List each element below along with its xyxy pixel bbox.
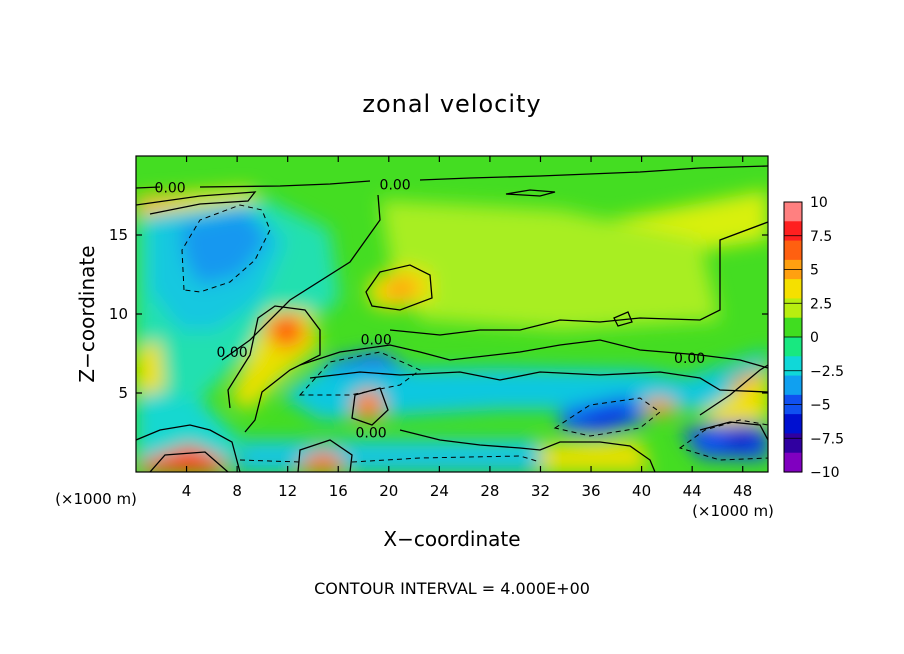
yellow-blob-left-edge [136,340,165,395]
x-axis-unit-left: (×1000 m) [55,490,137,508]
neg-contour-upper-left [181,204,271,293]
x-tick-label: 16 [329,482,348,500]
contour-lines [136,165,768,472]
zero-contour-upper-left [136,191,257,215]
colorbar-tick-label: −7.5 [810,431,844,447]
colorbar: 10 7.5 5 2.5 0 −2.5 −5 −7.5 −10 [783,195,844,481]
colorbar-tick-label: −10 [810,465,840,481]
neg-contour-right [553,397,661,437]
colorbar-segment [784,414,802,435]
x-tick-label: 40 [632,482,651,500]
velocity-field [136,188,768,472]
colorbar-segment [784,375,802,396]
y-tick-label: 5 [118,384,128,402]
y-tick-label: 10 [109,305,128,323]
colorbar-segment [784,221,802,242]
colorbar-tick-label: 0 [810,330,819,346]
colorbar-tick-label: 7.5 [810,229,832,245]
colorbar-segment [784,433,802,454]
contour-label: 0.00 [356,426,387,442]
orange-blob-41km [645,398,678,416]
plot-area: 0.00 0.00 0.00 0.00 0.00 0.00 [136,156,768,472]
contour-label: 0.00 [380,177,411,193]
zero-contour-lower-band [309,371,768,393]
x-tick-label: 48 [733,482,752,500]
colorbar-segment [784,298,802,319]
blue-region-upper-left [180,210,268,285]
colorbar-segment [784,317,802,338]
x-axis-unit-right: (×1000 m) [692,502,774,520]
negative-contour-lines [181,204,768,463]
cyan-region-lower-left [136,390,240,472]
darkblue-region-far-right [722,428,760,448]
zero-contour-mid-band [299,339,768,369]
orange-blob-18km [352,388,385,420]
contour-label: 0.00 [361,332,392,348]
orange-band-top-left [136,195,200,214]
neg-contour-far-right [678,419,768,461]
zero-contour-diagonal [227,305,321,433]
lightgreen-region-mid [380,200,720,330]
x-tick-label: 28 [480,482,499,500]
colorbar-tick-label: 2.5 [810,296,832,312]
contour-label: 0.00 [216,345,247,361]
yellow-blob-right-edge [700,370,768,425]
zero-contour-bottom-mid [297,387,389,472]
colorbar-tick-label: −2.5 [810,364,844,380]
x-tick-label: 36 [581,482,600,500]
red-jet-core [274,318,298,340]
colorbar-segment [784,452,802,473]
yellow-blob-bottom-right [540,440,650,472]
x-tick-label: 8 [232,482,242,500]
colorbar-tick-label: −5 [810,398,831,414]
contour-label: 0.00 [674,351,705,367]
x-tick-label: 24 [430,482,449,500]
contour-interval-footer: CONTOUR INTERVAL = 4.000E+00 [314,579,590,598]
contour-labels: 0.00 0.00 0.00 0.00 0.00 0.00 [155,177,706,442]
cyan-region-right-edge [690,350,768,385]
zero-contour-top [136,165,768,189]
zero-contour-bottom-right [399,421,768,472]
zero-contour-small-cell [505,189,633,327]
x-axis: 4 8 12 16 20 24 28 32 36 40 44 48 [182,156,752,500]
darkblue-region-right [575,405,635,428]
chart-title: zonal velocity [362,90,541,118]
zero-contour-21km [365,264,433,311]
x-tick-label: 32 [531,482,550,500]
colorbar-segment [784,240,802,261]
contour-label: 0.00 [155,181,186,197]
x-tick-label: 20 [379,482,398,500]
y-axis-label: Z−coordinate [75,245,99,382]
neg-contour-mid [298,351,421,396]
zero-contour-main-large [221,194,768,361]
y-tick-label: 15 [109,226,128,244]
orange-blob-bottom-15km [300,450,345,472]
colorbar-segment [784,279,802,300]
x-tick-label: 4 [182,482,192,500]
x-tick-label: 44 [683,482,702,500]
y-axis: 5 10 15 [109,226,768,402]
x-tick-label: 12 [278,482,297,500]
x-axis-label: X−coordinate [383,527,520,551]
neg-contour-bottom [239,455,541,463]
orange-blob-21km [382,276,420,300]
colorbar-segment [784,202,802,222]
zero-contour-right-edge [699,364,768,416]
cyan-strip-bottom [240,440,560,470]
colorbar-segment [784,356,802,377]
colorbar-tick-label: 10 [810,195,828,211]
yellow-band-top-left [136,188,260,216]
colorbar-segment [784,337,802,357]
zero-contour-bottom-left [136,424,241,472]
colorbar-tick-label: 5 [810,263,819,279]
